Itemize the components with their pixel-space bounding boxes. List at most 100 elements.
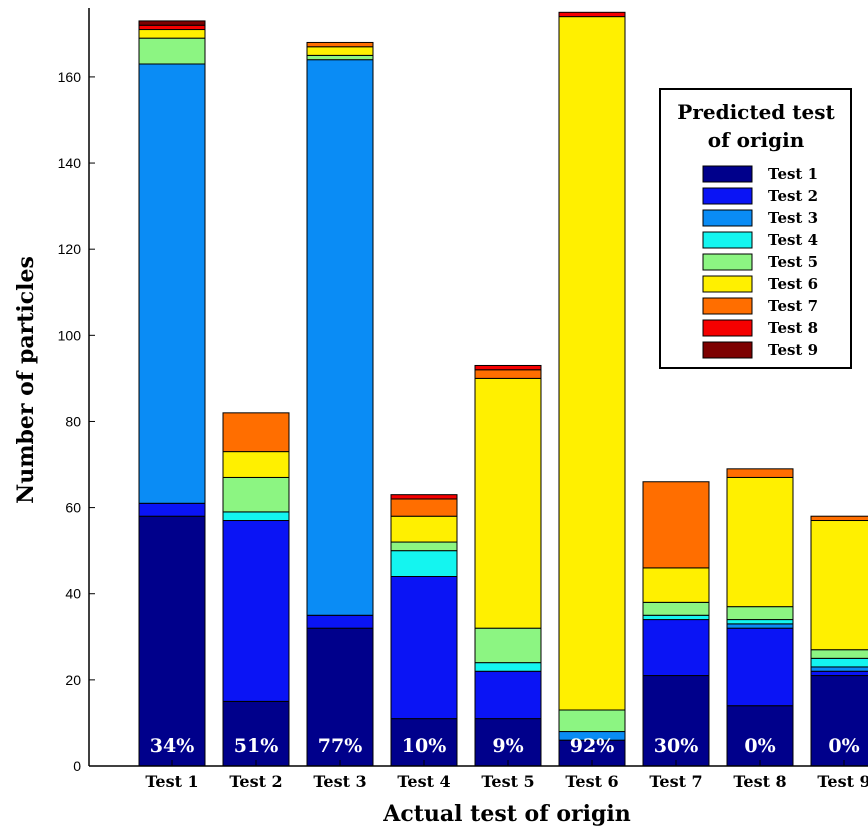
bar-segment-5-series-4 — [474, 662, 542, 672]
legend-swatch — [702, 297, 753, 315]
legend-box — [659, 88, 852, 369]
legend-label: Test 7 — [768, 297, 818, 315]
x-tick-label: Test 5 — [481, 772, 534, 791]
accuracy-label: 34% — [150, 735, 195, 757]
legend-swatch — [702, 341, 753, 359]
x-tick-label: Test 1 — [145, 772, 198, 791]
bar-segment-3-series-2 — [306, 614, 374, 629]
legend-title-line-2: of origin — [708, 128, 805, 152]
y-tick-label: 120 — [58, 241, 82, 257]
bar-segment-7-series-7 — [642, 481, 710, 569]
x-tick-label: Test 3 — [313, 772, 366, 791]
y-tick-label: 20 — [65, 672, 81, 688]
y-tick-label: 140 — [58, 155, 82, 171]
bar-segment-1-series-9 — [138, 20, 206, 26]
bars-group — [138, 11, 868, 767]
bar-segment-1-series-6 — [138, 29, 206, 39]
bar-segment-2-series-1 — [222, 700, 290, 767]
y-tick-label: 60 — [65, 500, 81, 516]
bar-segment-5-series-8 — [474, 364, 542, 371]
bar-segment-1-series-5 — [138, 37, 206, 65]
bar-segment-2-series-5 — [222, 476, 290, 513]
bar-segment-7-series-5 — [642, 601, 710, 616]
bar-segment-9-series-5 — [810, 649, 868, 659]
legend-label: Test 6 — [768, 275, 818, 293]
x-tick-label: Test 2 — [229, 772, 282, 791]
bar-segment-8-series-6 — [726, 476, 794, 608]
y-tick-label: 160 — [58, 69, 82, 85]
bar-segment-4-series-7 — [390, 498, 458, 517]
bar-segment-9-series-3 — [810, 666, 868, 672]
x-tick-label: Test 6 — [565, 772, 618, 791]
bar-segment-2-series-7 — [222, 412, 290, 453]
legend-swatch — [702, 187, 753, 205]
legend-title-line-1: Predicted test — [677, 100, 835, 124]
legend-swatch — [702, 253, 753, 271]
legend-swatch — [702, 275, 753, 293]
bar-segment-1-series-1 — [138, 515, 206, 767]
bar-segment-8-series-7 — [726, 468, 794, 478]
legend-label: Test 2 — [768, 187, 818, 205]
bar-segment-5-series-2 — [474, 670, 542, 720]
y-tick-label: 80 — [65, 413, 81, 429]
bar-segment-2-series-6 — [222, 451, 290, 478]
bar-segment-6-series-6 — [558, 16, 626, 711]
bar-segment-1-series-8 — [138, 24, 206, 31]
bar-segment-8-series-3 — [726, 623, 794, 629]
legend-items: Test 1 Test 2 Test 3 Test 4 Test 5 Test 6 Test… — [702, 165, 818, 359]
bar-segment-1-series-2 — [138, 502, 206, 517]
x-tick-label: Test 8 — [733, 772, 786, 791]
bar-segment-1-series-3 — [138, 63, 206, 504]
bar-segment-7-series-4 — [642, 614, 710, 621]
accuracy-label: 9% — [492, 735, 523, 757]
bar-segment-3-series-6 — [306, 46, 374, 56]
y-tick-label: 0 — [73, 758, 81, 774]
bar-segment-5-series-7 — [474, 369, 542, 379]
x-tick-labels-group: Test 1 Test 2 Test 3 Test 4 Test 5 Test 6 Test… — [145, 772, 868, 791]
legend-label: Test 3 — [768, 209, 818, 227]
x-axis-title: Actual test of origin — [382, 801, 630, 827]
bar-segment-4-series-2 — [390, 576, 458, 720]
x-tick-label: Test 9 — [817, 772, 868, 791]
bar-segment-3-series-1 — [306, 627, 374, 767]
accuracy-label: 0% — [828, 735, 859, 757]
legend-swatch — [702, 165, 753, 183]
legend-label: Test 8 — [768, 319, 818, 337]
bar-segment-4-series-6 — [390, 515, 458, 543]
bar-segment-6-series-5 — [558, 709, 626, 733]
y-tick-label: 100 — [58, 327, 82, 343]
axes-group — [88, 8, 868, 767]
bar-segment-9-series-4 — [810, 657, 868, 668]
bar-segment-5-series-5 — [474, 627, 542, 664]
legend-swatch — [702, 319, 753, 337]
accuracy-labels-group: 34% 51% 77% 10% 9% 92% 30% 0% 0% — [150, 735, 860, 757]
bar-segment-2-series-2 — [222, 520, 290, 702]
bar-segment-4-series-8 — [390, 494, 458, 500]
y-tick-label: 40 — [65, 586, 81, 602]
accuracy-label: 92% — [570, 735, 615, 757]
bar-segment-3-series-5 — [306, 54, 374, 61]
bar-segment-8-series-5 — [726, 606, 794, 621]
legend-label: Test 9 — [768, 341, 818, 359]
legend-swatch — [702, 209, 753, 227]
bar-segment-8-series-2 — [726, 627, 794, 707]
legend-label: Test 4 — [768, 231, 818, 249]
legend-swatch — [702, 231, 753, 249]
bar-segment-8-series-4 — [726, 619, 794, 625]
x-tick-label: Test 7 — [649, 772, 702, 791]
accuracy-label: 77% — [318, 735, 363, 757]
legend-label: Test 5 — [768, 253, 818, 271]
bar-segment-3-series-3 — [306, 59, 374, 616]
accuracy-label: 0% — [744, 735, 775, 757]
accuracy-label: 30% — [654, 735, 699, 757]
bar-segment-3-series-7 — [306, 41, 374, 48]
bar-segment-6-series-8 — [558, 11, 626, 18]
bar-segment-8-series-1 — [726, 705, 794, 767]
bar-segment-2-series-4 — [222, 511, 290, 522]
y-axis-title: Number of particles — [13, 256, 39, 504]
bar-segment-7-series-6 — [642, 567, 710, 603]
bar-segment-5-series-6 — [474, 377, 542, 629]
bar-segment-9-series-7 — [810, 515, 868, 522]
